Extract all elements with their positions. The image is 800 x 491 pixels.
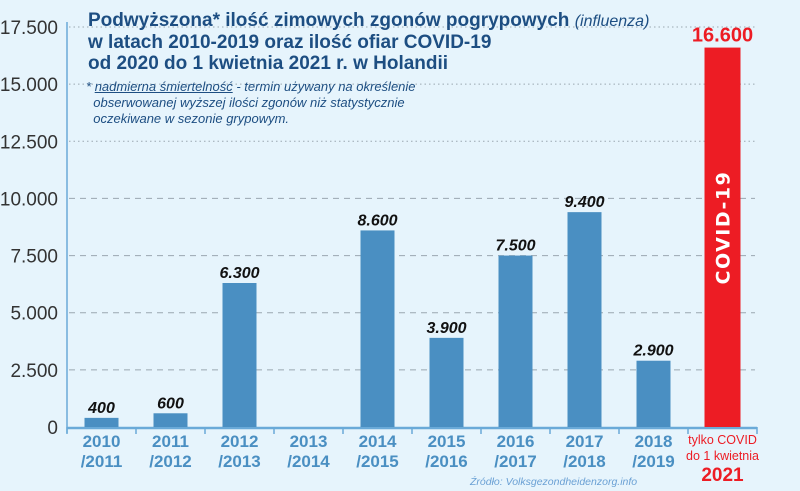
x-tick-label: 2015 xyxy=(428,432,466,451)
data-label: 8.600 xyxy=(357,212,397,229)
x-tick-label: /2018 xyxy=(563,452,606,471)
footnote: * nadmierna śmiertelność - termin używan… xyxy=(86,79,416,126)
x-tick-label: /2012 xyxy=(149,452,192,471)
covid-category-label: do 1 kwietnia xyxy=(686,449,759,463)
bar xyxy=(567,212,602,427)
bar xyxy=(360,230,395,427)
data-label: 600 xyxy=(157,395,184,412)
bar xyxy=(429,337,464,427)
x-tick-label: 2014 xyxy=(359,432,397,451)
x-tick-label: 2010 xyxy=(83,432,121,451)
x-tick-label: /2013 xyxy=(218,452,261,471)
x-tick-label: /2014 xyxy=(287,452,330,471)
x-tick-label: 2017 xyxy=(566,432,604,451)
y-tick-label: 10.000 xyxy=(0,189,58,210)
covid-category-year: 2021 xyxy=(701,465,744,486)
source-text: Źródło: Volksgezondheidenzorg.info xyxy=(470,476,638,488)
y-tick-label: 7.500 xyxy=(10,247,58,268)
bar xyxy=(498,255,533,427)
y-tick-label: 17.500 xyxy=(0,18,58,39)
x-tick-label: /2015 xyxy=(356,452,399,471)
chart-title: Podwyższona* ilość zimowych zgonów pogry… xyxy=(88,10,650,74)
x-tick-label: 2012 xyxy=(221,432,259,451)
y-tick-label: 2.500 xyxy=(10,361,58,382)
bar xyxy=(153,413,188,427)
data-label: 3.900 xyxy=(426,320,466,337)
data-label: 7.500 xyxy=(495,238,535,255)
x-tick-label: /2016 xyxy=(425,452,468,471)
bar xyxy=(636,360,671,427)
y-tick-label: 15.000 xyxy=(0,75,58,96)
x-tick-label: /2011 xyxy=(81,452,123,471)
x-tick-label: 2018 xyxy=(635,432,673,451)
covid-data-label: 16.600 xyxy=(692,25,753,47)
x-tick-label: 2016 xyxy=(497,432,535,451)
data-label: 6.300 xyxy=(219,265,259,282)
y-tick-label: 0 xyxy=(47,418,58,439)
data-label: 400 xyxy=(87,400,115,417)
bar xyxy=(84,417,119,427)
x-tick-label: 2013 xyxy=(290,432,328,451)
x-tick-label: /2017 xyxy=(494,452,537,471)
x-tick-label: /2019 xyxy=(632,452,675,471)
data-label: 9.400 xyxy=(564,194,604,211)
covid-bar xyxy=(704,47,741,427)
covid-bar-text: COVID-19 xyxy=(713,171,735,285)
y-tick-label: 12.500 xyxy=(0,132,58,153)
x-tick-label: 2011 xyxy=(152,432,189,451)
y-tick-label: 5.000 xyxy=(10,304,58,325)
data-label: 2.900 xyxy=(632,343,673,360)
covid-category-label: tylko COVID xyxy=(688,433,757,447)
bar xyxy=(222,283,257,427)
